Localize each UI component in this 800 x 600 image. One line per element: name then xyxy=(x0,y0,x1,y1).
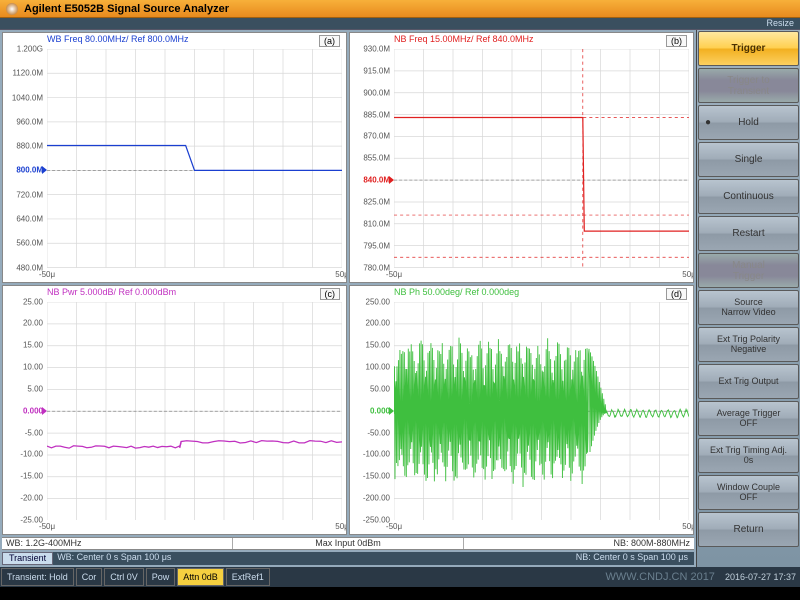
status-pow: Pow xyxy=(146,568,176,586)
app-icon xyxy=(6,3,18,15)
chart-title: NB Ph 50.00deg/ Ref 0.000deg xyxy=(394,287,519,297)
side-menu: TriggerTrigger toTransient●HoldSingleCon… xyxy=(696,30,800,567)
info-left: WB: 1.2G-400MHz xyxy=(2,538,233,549)
status-ctrl-0v: Ctrl 0V xyxy=(104,568,144,586)
status-transient-hold: Transient: Hold xyxy=(1,568,74,586)
subinfo-bar: Transient WB: Center 0 s Span 100 μs NB:… xyxy=(2,552,694,565)
menu-average-trigger-off[interactable]: Average TriggerOFF xyxy=(698,401,799,436)
info-right: NB: 800M-880MHz xyxy=(464,538,694,549)
resize-label[interactable]: Resize xyxy=(766,18,794,28)
chart-wb-freq[interactable]: WB Freq 80.00MHz/ Ref 800.0MHz(a)480.0M5… xyxy=(2,32,347,283)
menu-single[interactable]: Single xyxy=(698,142,799,177)
chart-title: NB Pwr 5.000dB/ Ref 0.000dBm xyxy=(47,287,176,297)
datetime: 2016-07-27 17:37 xyxy=(721,567,800,587)
chart-badge: (c) xyxy=(320,288,341,300)
info-bar: WB: 1.2G-400MHz Max Input 0dBm NB: 800M-… xyxy=(2,537,694,550)
menu-ext-trig-polarity-negative[interactable]: Ext Trig PolarityNegative xyxy=(698,327,799,362)
status-cor: Cor xyxy=(76,568,103,586)
status-attn-0db: Attn 0dB xyxy=(177,568,224,586)
mode-tag[interactable]: Transient xyxy=(2,552,53,565)
status-extref1: ExtRef1 xyxy=(226,568,270,586)
plots-grid: WB Freq 80.00MHz/ Ref 800.0MHz(a)480.0M5… xyxy=(0,30,696,567)
chart-nb-ph[interactable]: NB Ph 50.00deg/ Ref 0.000deg(d)-250.00-2… xyxy=(349,285,694,536)
chart-title: NB Freq 15.00MHz/ Ref 840.0MHz xyxy=(394,34,534,44)
menu-return[interactable]: Return xyxy=(698,512,799,547)
subinfo-left: WB: Center 0 s Span 100 μs xyxy=(57,552,171,565)
menu-restart[interactable]: Restart xyxy=(698,216,799,251)
menu-window-couple-off[interactable]: Window CoupleOFF xyxy=(698,475,799,510)
chart-badge: (d) xyxy=(666,288,687,300)
menu-hold[interactable]: ●Hold xyxy=(698,105,799,140)
menu-ext-trig-timing-adj-0s[interactable]: Ext Trig Timing Adj.0s xyxy=(698,438,799,473)
info-mid: Max Input 0dBm xyxy=(233,538,464,549)
chart-badge: (a) xyxy=(319,35,340,47)
menu-trigger-to-transient: Trigger toTransient xyxy=(698,68,799,103)
menu-ext-trig-output[interactable]: Ext Trig Output xyxy=(698,364,799,399)
subinfo-right: NB: Center 0 s Span 100 μs xyxy=(570,552,694,565)
resize-row: Resize xyxy=(0,18,800,30)
menu-trigger[interactable]: Trigger xyxy=(698,31,799,66)
menu-continuous[interactable]: Continuous xyxy=(698,179,799,214)
titlebar: Agilent E5052B Signal Source Analyzer xyxy=(0,0,800,18)
menu-source-narrow-video[interactable]: SourceNarrow Video xyxy=(698,290,799,325)
menu-manual-trigger: ManualTrigger xyxy=(698,253,799,288)
app-title: Agilent E5052B Signal Source Analyzer xyxy=(24,3,229,15)
watermark: WWW.CNDJ.CN 2017 xyxy=(606,567,721,587)
chart-nb-pwr[interactable]: NB Pwr 5.000dB/ Ref 0.000dBm(c)-25.00-20… xyxy=(2,285,347,536)
chart-title: WB Freq 80.00MHz/ Ref 800.0MHz xyxy=(47,34,189,44)
status-bar: Transient: HoldCorCtrl 0VPowAttn 0dBExtR… xyxy=(0,567,800,587)
chart-badge: (b) xyxy=(666,35,687,47)
chart-nb-freq[interactable]: NB Freq 15.00MHz/ Ref 840.0MHz(b)780.0M7… xyxy=(349,32,694,283)
